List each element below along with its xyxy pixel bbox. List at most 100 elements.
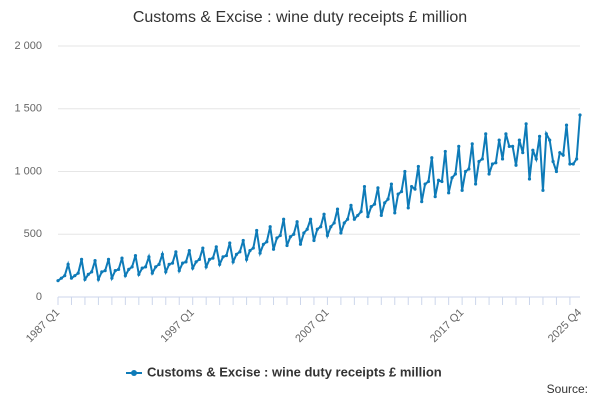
point	[218, 262, 222, 266]
point	[548, 138, 552, 142]
point	[96, 277, 101, 282]
point	[265, 240, 269, 244]
y-tick-label: 0	[36, 291, 42, 303]
point	[248, 248, 252, 253]
point	[133, 253, 138, 258]
point	[578, 113, 582, 117]
point	[288, 235, 292, 239]
point	[258, 251, 262, 255]
point	[376, 186, 380, 190]
point	[160, 252, 164, 256]
point	[157, 262, 161, 266]
point	[463, 169, 468, 174]
point	[113, 269, 117, 273]
point	[154, 265, 158, 269]
point	[319, 225, 323, 229]
point	[73, 274, 77, 278]
point	[298, 242, 303, 246]
point	[440, 179, 444, 184]
point	[514, 163, 518, 167]
point	[181, 261, 185, 265]
point	[271, 247, 276, 251]
point	[541, 188, 545, 192]
point	[93, 259, 97, 263]
point	[352, 217, 356, 221]
point	[167, 262, 171, 266]
point	[255, 228, 259, 233]
point	[106, 257, 111, 261]
point	[76, 271, 80, 275]
point	[137, 272, 141, 277]
point	[558, 151, 562, 155]
point	[504, 132, 508, 136]
point	[127, 267, 131, 271]
point	[568, 162, 572, 166]
point	[231, 260, 235, 264]
point	[268, 225, 272, 229]
point	[517, 138, 521, 142]
point	[369, 205, 373, 209]
point	[147, 255, 151, 259]
point	[335, 207, 340, 211]
point	[426, 179, 431, 184]
point	[302, 231, 306, 235]
point	[244, 257, 249, 261]
point	[63, 274, 67, 278]
x-tick-label: 2007 Q1	[293, 307, 331, 345]
point	[117, 267, 121, 271]
point	[211, 256, 215, 260]
point	[59, 276, 63, 280]
point	[571, 162, 575, 166]
point	[123, 274, 127, 278]
point	[575, 157, 579, 161]
point	[484, 132, 488, 136]
point	[399, 189, 404, 194]
point	[460, 188, 464, 192]
point	[554, 169, 559, 174]
point	[140, 266, 144, 270]
point	[194, 260, 198, 264]
point	[207, 257, 212, 261]
point	[410, 184, 414, 189]
point	[477, 159, 481, 164]
point	[228, 241, 232, 245]
point	[372, 202, 377, 206]
chart-title: Customs & Excise : wine duty receipts £ …	[133, 9, 467, 26]
point	[487, 172, 491, 176]
point	[170, 261, 175, 265]
point	[500, 157, 505, 161]
point	[305, 227, 309, 231]
point	[150, 271, 154, 275]
point	[197, 257, 202, 261]
point	[386, 197, 390, 201]
point	[130, 265, 134, 269]
point	[332, 221, 336, 225]
point	[362, 184, 367, 189]
point	[524, 122, 528, 126]
point	[342, 221, 346, 225]
point	[261, 242, 266, 246]
point	[430, 156, 434, 160]
point	[531, 148, 535, 152]
point	[110, 276, 114, 280]
point	[447, 191, 451, 195]
point	[322, 212, 326, 216]
point	[346, 217, 350, 221]
point	[201, 246, 205, 250]
point	[470, 142, 474, 146]
point	[308, 217, 313, 221]
point	[79, 257, 84, 261]
point	[238, 250, 242, 254]
point	[103, 269, 107, 273]
point	[83, 277, 87, 282]
legend-label: Customs & Excise : wine duty receipts £ …	[147, 364, 442, 379]
point	[187, 248, 191, 253]
point	[534, 157, 538, 161]
point	[389, 182, 394, 186]
point	[413, 187, 417, 191]
point	[450, 176, 454, 180]
point	[224, 253, 228, 258]
point	[453, 172, 457, 176]
point	[359, 210, 363, 214]
